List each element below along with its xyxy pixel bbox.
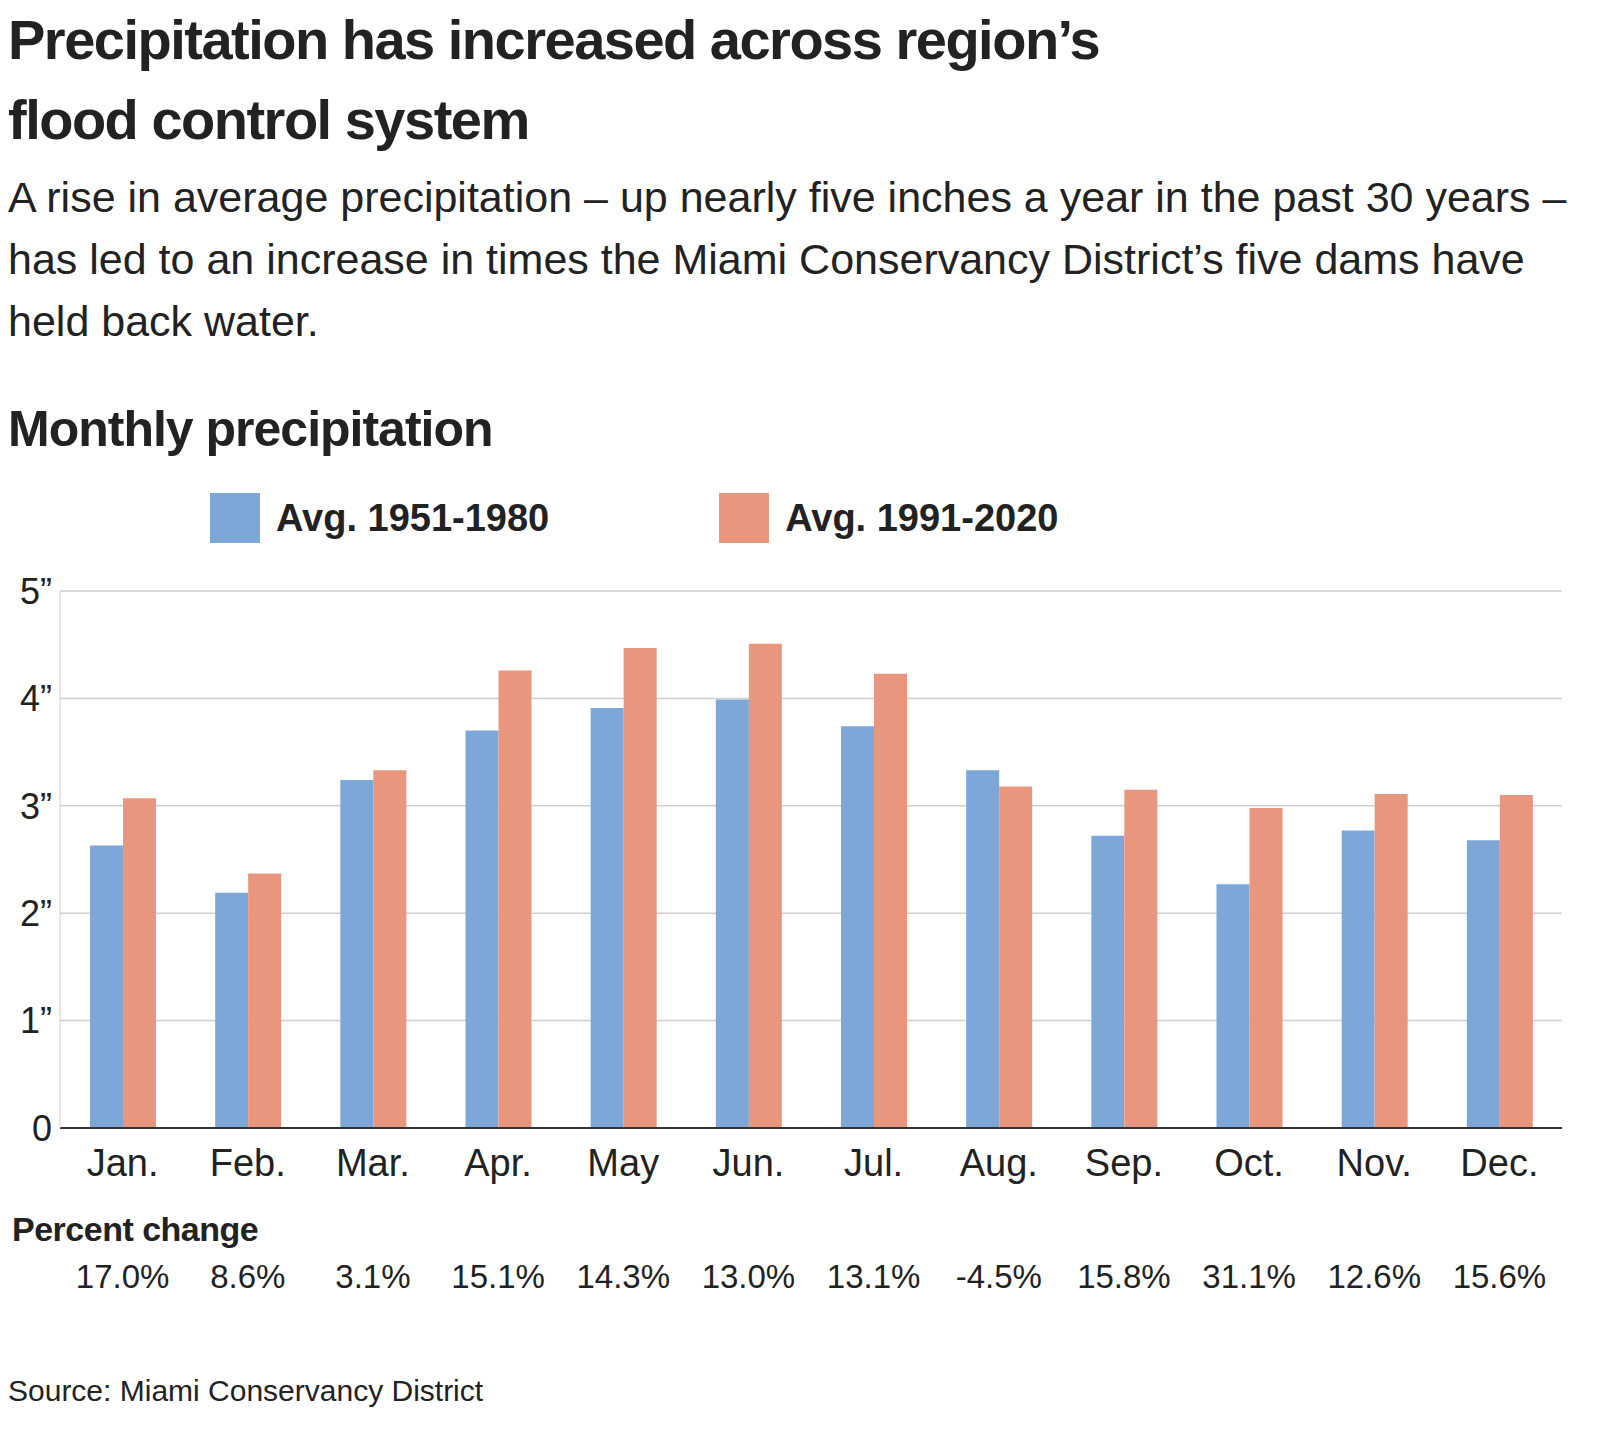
svg-text:Jun.: Jun.: [713, 1142, 785, 1184]
svg-text:May: May: [587, 1142, 659, 1184]
svg-text:3”: 3”: [20, 786, 52, 827]
svg-text:17.0%: 17.0%: [76, 1258, 170, 1295]
svg-text:14.3%: 14.3%: [576, 1258, 670, 1295]
svg-text:15.6%: 15.6%: [1453, 1258, 1547, 1295]
html-text:A rise in average precipitatio: A rise in average precipitation – up nea…: [8, 173, 1567, 345]
html-text:Percent change: Percent change: [12, 1210, 259, 1248]
svg-text:4”: 4”: [20, 678, 52, 719]
svg-text:Jan.: Jan.: [87, 1142, 159, 1184]
svg-text:Aug.: Aug.: [960, 1142, 1038, 1184]
svg-text:Mar.: Mar.: [336, 1142, 410, 1184]
svg-text:8.6%: 8.6%: [210, 1258, 285, 1295]
svg-text:0: 0: [32, 1108, 52, 1149]
html-text:Source: Miami Conservancy Dist: Source: Miami Conservancy District: [8, 1374, 484, 1407]
svg-text:15.1%: 15.1%: [451, 1258, 545, 1295]
svg-text:Jul.: Jul.: [844, 1142, 903, 1184]
svg-text:2”: 2”: [20, 893, 52, 934]
svg-text:5”: 5”: [20, 571, 52, 612]
html-text:Precipitation has increased ac: Precipitation has increased across regio…: [8, 8, 1100, 151]
svg-text:31.1%: 31.1%: [1202, 1258, 1296, 1295]
svg-text:Apr.: Apr.: [464, 1142, 532, 1184]
html-text:Avg. 1991-2020: Avg. 1991-2020: [785, 496, 1059, 539]
html-text:Monthly precipitation: Monthly precipitation: [8, 401, 493, 457]
svg-text:Nov.: Nov.: [1337, 1142, 1412, 1184]
svg-text:15.8%: 15.8%: [1077, 1258, 1171, 1295]
svg-text:13.1%: 13.1%: [827, 1258, 921, 1295]
svg-text:12.6%: 12.6%: [1327, 1258, 1421, 1295]
svg-text:Dec.: Dec.: [1460, 1142, 1538, 1184]
svg-text:3.1%: 3.1%: [335, 1258, 410, 1295]
html-text:Avg. 1951-1980: Avg. 1951-1980: [276, 496, 550, 539]
svg-text:Oct.: Oct.: [1214, 1142, 1284, 1184]
svg-text:Sep.: Sep.: [1085, 1142, 1163, 1184]
svg-text:Feb.: Feb.: [210, 1142, 286, 1184]
svg-text:13.0%: 13.0%: [702, 1258, 796, 1295]
svg-text:1”: 1”: [20, 1000, 52, 1041]
svg-text:-4.5%: -4.5%: [956, 1258, 1042, 1295]
